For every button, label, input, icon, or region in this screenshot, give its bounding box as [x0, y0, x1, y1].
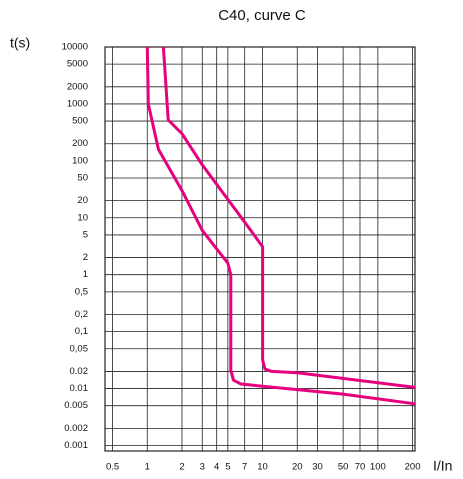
y-tick-label: 500: [72, 116, 88, 127]
y-tick-label: 100: [72, 155, 88, 166]
curve: [145, 46, 416, 406]
y-tick-label: 50: [77, 173, 88, 184]
y-tick-label: 1000: [67, 98, 88, 109]
x-tick-label: 3: [200, 462, 205, 473]
y-tick-label: 2: [83, 252, 88, 263]
x-tick-label: 4: [214, 462, 219, 473]
y-tick-label: 200: [72, 138, 88, 149]
x-tick-label: 70: [355, 462, 366, 473]
x-tick-label: 100: [370, 462, 386, 473]
y-tick-label: 0.01: [70, 383, 89, 394]
y-tick-label: 10: [77, 212, 88, 223]
x-tick-label: 5: [225, 462, 230, 473]
y-tick-label: 0,05: [70, 343, 89, 354]
y-tick-label: 0,2: [75, 309, 88, 320]
x-tick-label: 0.5: [106, 462, 119, 473]
x-tick-label: 10: [257, 462, 268, 473]
y-tick-label: 0.001: [64, 440, 88, 451]
y-tick-label: 5000: [67, 59, 88, 70]
y-tick-label: 0,1: [75, 326, 88, 337]
y-tick-label: 5: [83, 229, 88, 240]
x-tick-label: 50: [338, 462, 349, 473]
y-axis-label: t(s): [10, 35, 30, 51]
y-tick-label: 0,5: [75, 286, 88, 297]
chart-title: C40, curve C: [218, 7, 306, 24]
plot-frame: [104, 46, 416, 452]
curve: [161, 46, 416, 389]
x-tick-label: 7: [242, 462, 247, 473]
x-tick-label: 30: [312, 462, 323, 473]
y-tick-label: 0.005: [64, 400, 88, 411]
x-tick-label: 200: [405, 462, 421, 473]
y-tick-label: 0.002: [64, 423, 88, 434]
x-tick-label: 20: [292, 462, 303, 473]
y-tick-label: 10000: [62, 42, 88, 53]
x-axis-label: I/In: [433, 458, 452, 474]
y-tick-label: 0.02: [70, 366, 89, 377]
y-tick-label: 20: [77, 195, 88, 206]
x-tick-label: 2: [179, 462, 184, 473]
x-tick-label: 1: [145, 462, 150, 473]
y-tick-label: 2000: [67, 81, 88, 92]
y-tick-label: 1: [83, 269, 88, 280]
